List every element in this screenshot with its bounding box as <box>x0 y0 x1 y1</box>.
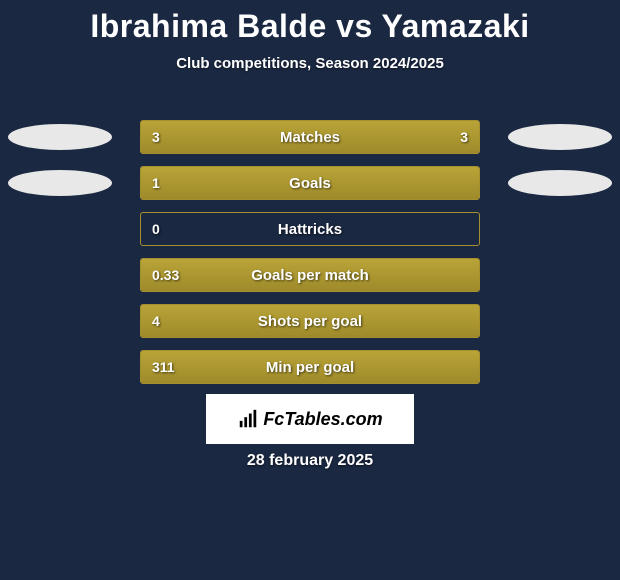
stat-value-left: 4 <box>152 304 160 338</box>
stat-bar-right <box>310 121 479 153</box>
player1-name: Ibrahima Balde <box>90 8 326 44</box>
player2-marker <box>508 170 612 196</box>
stat-bar-track <box>140 304 480 338</box>
watermark: FcTables.com <box>206 394 414 444</box>
stat-value-left: 311 <box>152 350 175 384</box>
title-row: Ibrahima Balde vs Yamazaki <box>0 0 620 45</box>
player1-marker <box>8 170 112 196</box>
stat-value-right: 3 <box>460 120 468 154</box>
infographic-root: Ibrahima Balde vs Yamazaki Club competit… <box>0 0 620 580</box>
watermark-text: FcTables.com <box>263 409 382 430</box>
stat-bar-left <box>141 351 479 383</box>
date-label: 28 february 2025 <box>0 452 620 470</box>
fctables-icon <box>237 408 259 430</box>
stat-row: 1Goals <box>0 166 620 200</box>
stat-bar-track <box>140 166 480 200</box>
stat-bar-left <box>141 305 479 337</box>
stat-bar-track <box>140 120 480 154</box>
stat-row: 4Shots per goal <box>0 304 620 338</box>
subtitle: Club competitions, Season 2024/2025 <box>0 55 620 72</box>
vs-label: vs <box>336 8 373 44</box>
stat-bar-left <box>141 121 310 153</box>
stats-rows: 33Matches1Goals0Hattricks0.33Goals per m… <box>0 120 620 396</box>
player2-marker <box>508 124 612 150</box>
stat-row: 0.33Goals per match <box>0 258 620 292</box>
stat-value-left: 0.33 <box>152 258 179 292</box>
stat-bar-left <box>141 259 479 291</box>
stat-bar-track <box>140 258 480 292</box>
stat-row: 0Hattricks <box>0 212 620 246</box>
player1-marker <box>8 124 112 150</box>
stat-bar-left <box>141 167 479 199</box>
stat-value-left: 3 <box>152 120 160 154</box>
stat-row: 33Matches <box>0 120 620 154</box>
player2-name: Yamazaki <box>382 8 530 44</box>
stat-row: 311Min per goal <box>0 350 620 384</box>
stat-bar-track <box>140 350 480 384</box>
stat-value-left: 0 <box>152 212 160 246</box>
stat-value-left: 1 <box>152 166 160 200</box>
stat-bar-track <box>140 212 480 246</box>
